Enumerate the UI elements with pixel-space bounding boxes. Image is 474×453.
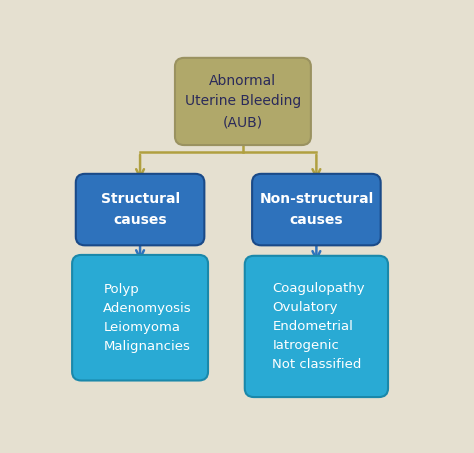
Text: Abnormal
Uterine Bleeding
(AUB): Abnormal Uterine Bleeding (AUB) xyxy=(185,74,301,129)
FancyBboxPatch shape xyxy=(72,255,208,381)
FancyBboxPatch shape xyxy=(245,256,388,397)
FancyBboxPatch shape xyxy=(252,174,381,246)
FancyBboxPatch shape xyxy=(76,174,204,246)
FancyBboxPatch shape xyxy=(175,58,311,145)
Text: Polyp
Adenomyosis
Leiomyoma
Malignancies: Polyp Adenomyosis Leiomyoma Malignancies xyxy=(103,283,192,353)
Text: Structural
causes: Structural causes xyxy=(100,192,180,227)
Text: Non-structural
causes: Non-structural causes xyxy=(259,192,374,227)
Text: Coagulopathy
Ovulatory
Endometrial
Iatrogenic
Not classified: Coagulopathy Ovulatory Endometrial Iatro… xyxy=(272,282,365,371)
